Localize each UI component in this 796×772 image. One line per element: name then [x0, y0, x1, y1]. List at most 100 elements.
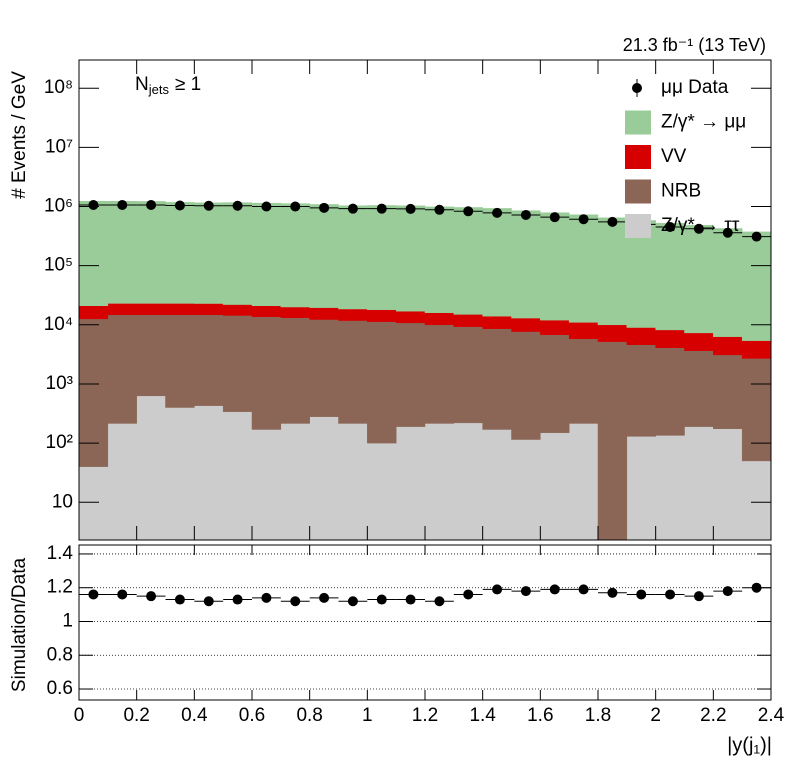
x-tick-label: 0.8 — [296, 705, 322, 726]
stack-bar — [511, 210, 541, 319]
x-axis-title: |y(j₁)| — [727, 734, 772, 756]
ratio-point — [549, 584, 560, 595]
stack-bar — [713, 336, 743, 356]
stack-bar — [626, 344, 656, 437]
stack-bar — [165, 303, 195, 315]
y-tick-label: 10⁶ — [44, 196, 73, 217]
stack-bar — [684, 224, 714, 334]
annotation-rest: ≥ 1 — [175, 74, 201, 95]
stack-bar — [424, 312, 455, 326]
stack-bar — [540, 212, 570, 321]
annotation-sub: jets — [148, 82, 170, 97]
x-tick-label: 0 — [74, 705, 85, 726]
y-tick-label: 10³ — [46, 373, 73, 394]
legend-swatch — [625, 145, 651, 169]
stack-bar — [626, 436, 656, 541]
y-tick-label: 10 — [52, 491, 73, 512]
data-point — [549, 212, 560, 223]
stack-bar — [309, 307, 339, 320]
legend-label: μμ Data — [661, 77, 729, 98]
x-tick-label: 0.2 — [123, 705, 149, 726]
stack-bar — [165, 314, 195, 408]
legend-label: Z/γ* → ττ — [661, 215, 740, 236]
stack-bar — [453, 326, 483, 424]
legend-swatch — [625, 214, 651, 238]
stack-bar — [540, 334, 570, 433]
stack-bar — [136, 201, 166, 304]
ratio-point — [578, 584, 589, 595]
stack-bar — [78, 200, 109, 306]
stack-bar — [251, 316, 282, 430]
data-point — [751, 231, 762, 242]
x-tick-label: 0.6 — [239, 705, 265, 726]
y-tick-label: 10⁵ — [44, 255, 73, 276]
stack-bar — [251, 429, 282, 541]
stack-bar — [741, 460, 772, 541]
stack-bar — [597, 341, 628, 541]
stack-bar — [684, 426, 714, 541]
stack-bar — [136, 303, 166, 315]
stack-bar — [482, 328, 512, 430]
data-point — [232, 200, 243, 211]
stack-bar — [136, 314, 166, 397]
stack-bar — [367, 309, 397, 322]
stack-bar — [684, 350, 714, 427]
y-tick-label: 0.8 — [47, 644, 73, 665]
data-point — [290, 201, 301, 212]
stack-bar — [511, 317, 541, 332]
stack-bar — [741, 231, 772, 341]
stack-bar — [741, 340, 772, 359]
y-tick-label: 10² — [46, 432, 73, 453]
stack-bar — [309, 416, 339, 541]
stack-bar — [424, 206, 455, 313]
data-point — [405, 203, 416, 214]
legend-swatch — [625, 179, 651, 204]
stack-bar — [741, 358, 772, 462]
legend-swatch — [625, 110, 651, 135]
stack-bar — [655, 222, 685, 331]
stack-bar — [309, 319, 339, 417]
stack-bar — [107, 303, 137, 315]
stack-bar — [655, 329, 685, 348]
stack-bar — [713, 428, 743, 541]
stack-bar — [194, 314, 224, 406]
stack-bar — [482, 208, 512, 317]
stack-bar — [107, 200, 137, 304]
ratio-point — [347, 596, 358, 607]
stack-bar — [395, 322, 426, 427]
lower-frame — [78, 544, 772, 701]
y-tick-label: 10⁴ — [44, 314, 73, 335]
y-tick-label: 1.2 — [47, 577, 73, 598]
legend-label: NRB — [661, 181, 701, 202]
ratio-point — [232, 594, 243, 605]
data-point — [607, 216, 618, 227]
ratio-point — [376, 594, 387, 605]
ratio-point — [261, 592, 272, 603]
ratio-point — [146, 591, 157, 602]
stack-bar — [280, 306, 310, 318]
data-point — [347, 203, 358, 214]
stack-bar — [222, 315, 253, 412]
stack-bar — [338, 205, 368, 310]
stack-bar — [395, 426, 426, 541]
stack-bar — [424, 324, 455, 424]
x-tick-label: 1.6 — [527, 705, 553, 726]
x-tick-label: 2.4 — [758, 705, 785, 726]
stack-bar — [194, 405, 224, 541]
data-point — [520, 209, 531, 220]
x-tick-label: 1 — [362, 705, 373, 726]
ratio-point — [405, 594, 416, 605]
ratio-point — [434, 596, 445, 607]
ratio-point — [290, 596, 301, 607]
stack-bar — [136, 395, 166, 541]
stack-bar — [395, 310, 426, 324]
stack-bar — [367, 205, 397, 310]
stack-bar — [453, 207, 483, 315]
stack-bar — [540, 432, 570, 541]
stack-bar — [568, 423, 599, 541]
stack-bar — [338, 423, 368, 541]
stack-bar — [251, 202, 282, 306]
ratio-point — [722, 586, 733, 597]
ratio-point — [751, 582, 762, 593]
